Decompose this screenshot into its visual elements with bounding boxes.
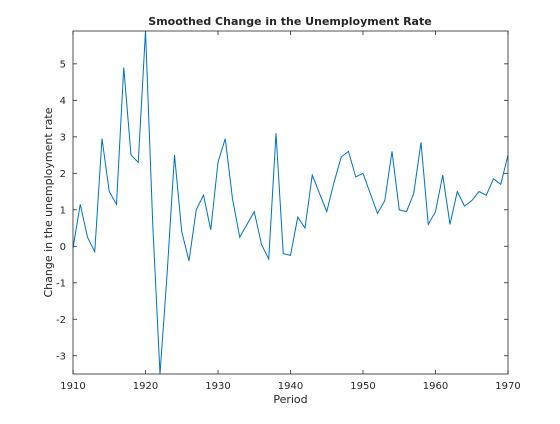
y-tick-label: 0 bbox=[60, 242, 66, 253]
x-tick-label: 1950 bbox=[350, 381, 375, 392]
x-tick-label: 1970 bbox=[495, 381, 520, 392]
y-axis-ticks: -3 -2 -1 0 1 2 3 4 5 bbox=[56, 59, 508, 362]
y-tick-label: 1 bbox=[60, 205, 66, 216]
x-tick-label: 1940 bbox=[278, 381, 303, 392]
y-tick-label: -1 bbox=[56, 278, 66, 289]
y-tick-label: -2 bbox=[56, 315, 66, 326]
y-tick-label: 4 bbox=[60, 96, 66, 107]
y-tick-label: 3 bbox=[60, 132, 66, 143]
plot-frame bbox=[72, 30, 509, 375]
x-tick-label: 1930 bbox=[205, 381, 230, 392]
x-axis-label: Period bbox=[273, 393, 307, 406]
y-tick-label: 5 bbox=[60, 59, 66, 70]
x-tick-label: 1910 bbox=[60, 381, 85, 392]
chart-title: Smoothed Change in the Unemployment Rate bbox=[148, 15, 431, 28]
x-tick-label: 1920 bbox=[133, 381, 158, 392]
plot-area bbox=[73, 31, 508, 374]
y-tick-label: -3 bbox=[56, 351, 66, 362]
x-tick-label: 1960 bbox=[423, 381, 448, 392]
y-axis-label: Change in the unemployment rate bbox=[42, 107, 55, 297]
x-axis-ticks: 1910 1920 1930 1940 1950 1960 1970 bbox=[60, 31, 521, 392]
y-tick-label: 2 bbox=[60, 169, 66, 180]
